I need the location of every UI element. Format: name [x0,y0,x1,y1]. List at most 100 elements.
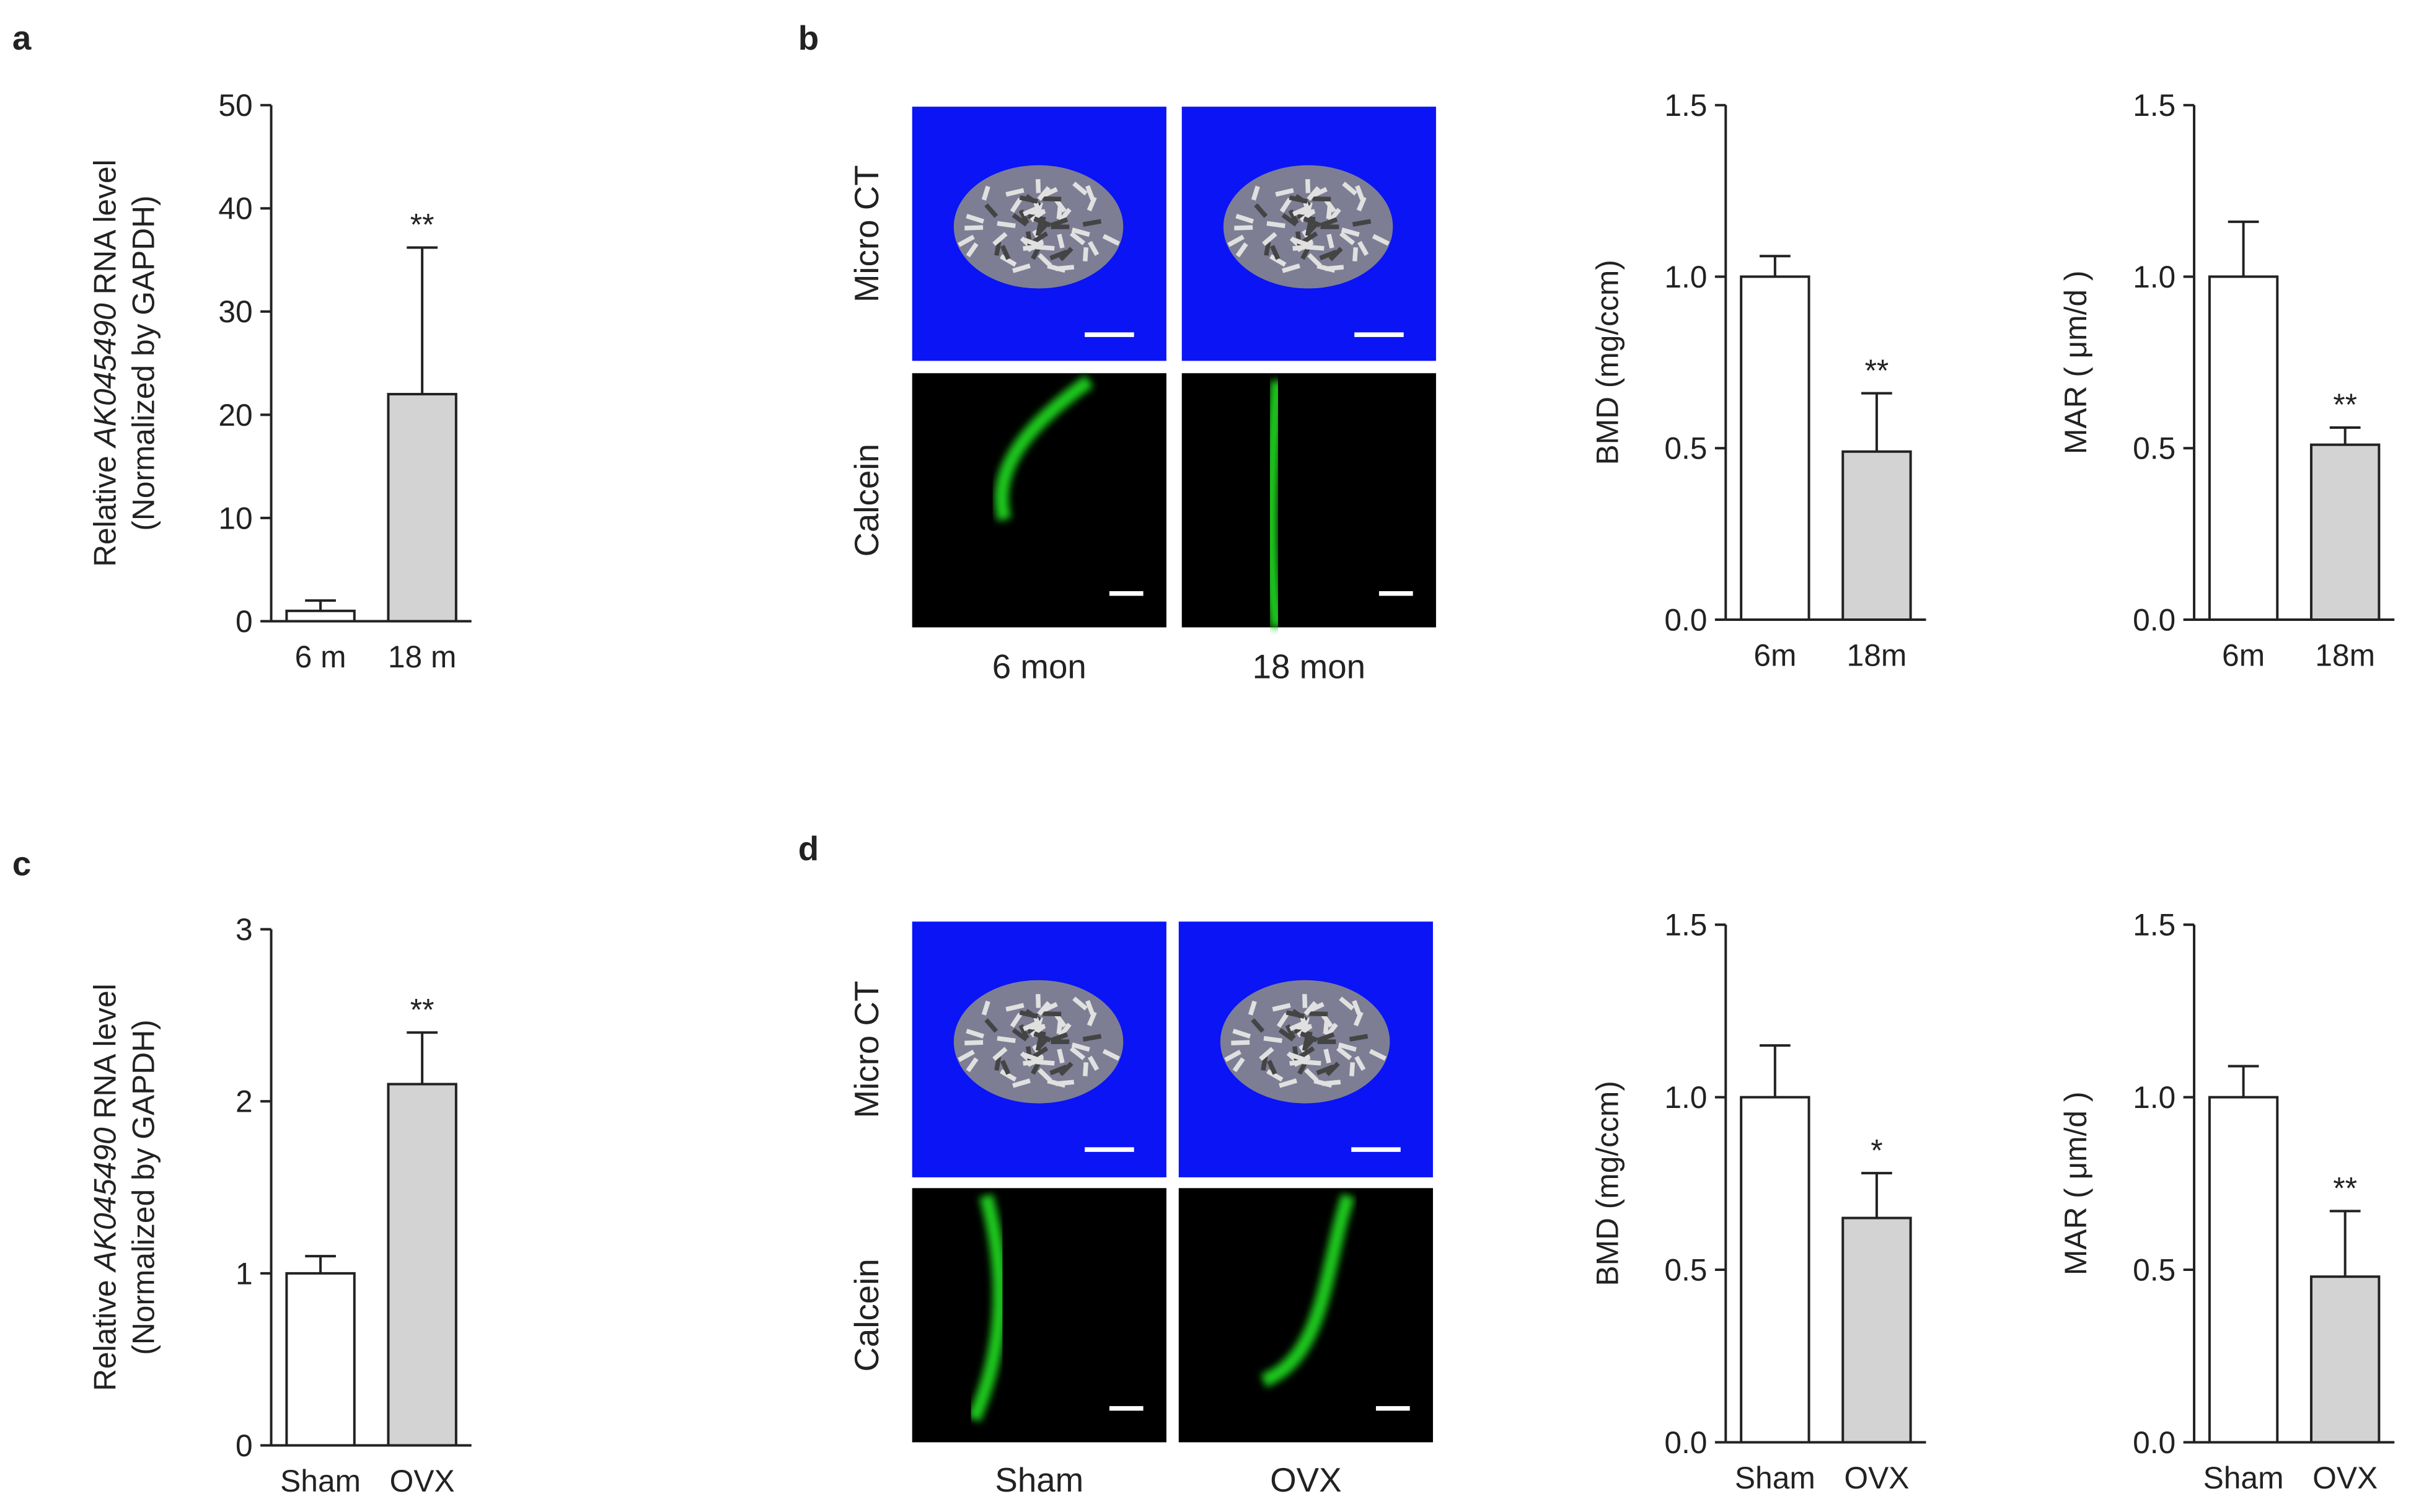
trabecula [966,242,979,258]
trabecula [1251,185,1260,201]
trabecula [1000,1069,1017,1082]
significance-marker: * [1871,1133,1882,1167]
bar [387,1083,457,1447]
trabecula [1339,231,1356,245]
trabecula [1000,245,1011,260]
y-axis-label: BMD (mg/ccm) [1590,1081,1625,1286]
y-tick-label: 10 [218,501,252,535]
x-tick-label: Sham [280,1464,361,1498]
trabecula [1266,1069,1284,1082]
trabecula [1088,240,1100,256]
y-axis-label-part: RNA level [87,983,122,1127]
trabecula [1087,1011,1097,1027]
trabecula [1012,213,1028,227]
trabecula [1264,241,1271,256]
trabecula [1023,1019,1041,1032]
trabecula [1354,1055,1366,1071]
y-tick-label: 0.0 [1664,1425,1707,1460]
bar [285,1272,356,1447]
y-axis-label: Relative AK045490 RNA level [87,983,122,1391]
trabecula [1005,1003,1025,1012]
y-axis-label-part: (Normalized by GAPDH) [126,1019,161,1355]
calcein-label [1264,380,1285,629]
calcein-label [1261,1193,1355,1387]
column-label: Sham [995,1461,1083,1499]
trabecula [981,185,990,201]
trabecula [1000,254,1017,267]
trabecula [1049,1064,1068,1076]
y-axis-label: MAR ( μm/d ) [2058,271,2093,454]
y-tick-label: 1.5 [1664,908,1707,943]
trabecula [1276,1013,1289,1028]
bar [1841,450,1912,621]
trabecula [1012,263,1031,273]
trabecula [1292,204,1310,216]
trabecula [1355,185,1365,200]
significance-marker: ** [410,992,434,1027]
trabecula [1031,1046,1049,1060]
trabecula [1033,1031,1052,1043]
y-tick-label: 30 [218,294,252,329]
trabecula [1307,253,1322,268]
trabecula [1305,221,1313,237]
trabecula [1069,1046,1086,1060]
bar [2208,275,2279,621]
y-axis-label: Relative AK045490 RNA level [87,159,122,567]
trabecula [1019,1010,1038,1019]
trabecula [1301,231,1318,245]
calcein-label [994,375,1094,522]
trabecula [1352,1000,1362,1015]
trabecula [1057,1048,1065,1064]
trabecula [1296,240,1314,252]
calcein-image [1181,373,1436,628]
trabecula [1323,1048,1331,1064]
y-tick-label: 0.5 [1664,1252,1707,1287]
x-tick-label: 18 m [388,640,457,674]
trabecula [1035,178,1041,193]
trabecula [1328,247,1343,262]
trabecula [1102,234,1120,246]
trabecula [1270,245,1281,260]
trabecula [1049,1032,1069,1043]
trabecula [1289,195,1308,204]
trabecula [1082,1062,1088,1076]
trabecula [1082,219,1102,227]
trabecula [992,1047,1008,1061]
trabecula [997,221,1016,229]
trabecula [1082,247,1088,262]
y-axis-label: BMD (mg/ccm) [1590,260,1625,465]
x-tick-label: OVX [390,1464,455,1498]
trabecula [1037,186,1051,201]
trabecula [981,1000,990,1016]
y-tick-label: 1.5 [2133,908,2176,943]
y-axis-label: (Normalized by GAPDH) [126,1019,161,1355]
trabecula [1224,1049,1241,1062]
trabecula [1227,234,1245,247]
trabecula [1037,1001,1051,1016]
y-axis-label-part: BMD (mg/ccm) [1590,1081,1625,1286]
bar [2309,443,2381,621]
y-tick-label: 0.5 [2133,1252,2176,1287]
trabecula [1349,1062,1356,1076]
significance-marker: ** [2333,387,2357,422]
trabecula [1293,1055,1311,1067]
y-tick-label: 50 [218,88,252,123]
trabecula [1303,1001,1318,1016]
trabecula [1325,265,1344,271]
panel-label: b [798,19,819,57]
trabecula [1234,225,1253,231]
trabecula [1019,195,1038,204]
calcein-label [967,1193,1007,1422]
y-axis-label-part: (Normalized by GAPDH) [126,195,161,530]
trabecula [1269,254,1287,267]
trabecula [1352,247,1359,262]
trabecula [1319,217,1338,228]
trabecula [1254,203,1268,218]
trabecula [958,1049,975,1062]
trabecula [1043,196,1062,202]
trabecula [966,1057,979,1073]
y-tick-label: 1.5 [1664,88,1707,123]
y-tick-label: 0.5 [1664,431,1707,466]
